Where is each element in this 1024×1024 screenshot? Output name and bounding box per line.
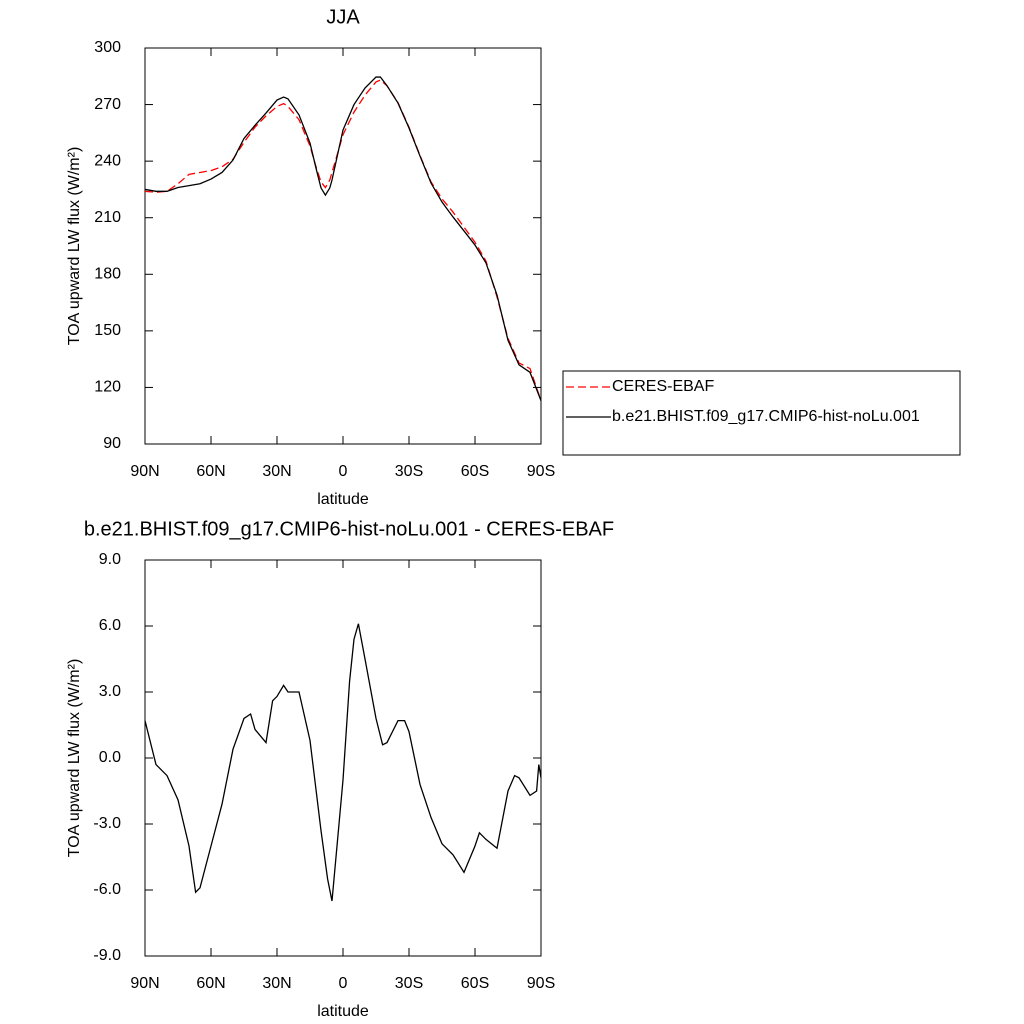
y-tick-label: 150 [94, 322, 121, 339]
y-tick-label: -6.0 [93, 881, 121, 898]
chart-title: JJA [326, 6, 360, 28]
y-tick-label: 90 [103, 435, 121, 452]
legend-box [562, 370, 961, 456]
x-tick-label: 30N [262, 975, 291, 992]
x-tick-label: 60S [461, 975, 489, 992]
x-tick-label: 0 [339, 463, 348, 480]
y-axis-label: TOA upward LW flux (W/m²) [66, 659, 83, 858]
plot-frame [144, 559, 542, 957]
x-tick-label: 30N [262, 463, 291, 480]
y-tick-label: 210 [94, 209, 121, 226]
x-tick-label: 90N [130, 463, 159, 480]
y-tick-label: 240 [94, 152, 121, 169]
x-tick-label: 0 [339, 975, 348, 992]
y-tick-label: 3.0 [99, 683, 121, 700]
y-tick-label: 270 [94, 96, 121, 113]
x-tick-label: 90S [527, 463, 555, 480]
y-tick-label: 300 [94, 39, 121, 56]
y-tick-label: 120 [94, 379, 121, 396]
y-tick-label: -3.0 [93, 815, 121, 832]
legend-label: b.e21.BHIST.f09_g17.CMIP6-hist-noLu.001 [612, 408, 920, 425]
chart-title: b.e21.BHIST.f09_g17.CMIP6-hist-noLu.001 … [84, 518, 614, 540]
x-axis-label: latitude [317, 491, 369, 508]
x-tick-label: 30S [395, 463, 423, 480]
x-tick-label: 60S [461, 463, 489, 480]
data-line [144, 76, 542, 401]
plot-frame [144, 47, 542, 445]
data-line [144, 623, 542, 902]
y-tick-label: 0.0 [99, 749, 121, 766]
x-tick-label: 30S [395, 975, 423, 992]
y-axis-label: TOA upward LW flux (W/m²) [66, 147, 83, 346]
y-tick-label: 180 [94, 266, 121, 283]
y-tick-label: -9.0 [93, 947, 121, 964]
x-tick-label: 90S [527, 975, 555, 992]
y-tick-label: 6.0 [99, 617, 121, 634]
x-tick-label: 60N [196, 463, 225, 480]
x-axis-label: latitude [317, 1003, 369, 1020]
x-tick-label: 60N [196, 975, 225, 992]
x-tick-label: 90N [130, 975, 159, 992]
y-tick-label: 9.0 [99, 551, 121, 568]
legend-label: CERES-EBAF [612, 378, 714, 395]
data-line [144, 79, 542, 401]
